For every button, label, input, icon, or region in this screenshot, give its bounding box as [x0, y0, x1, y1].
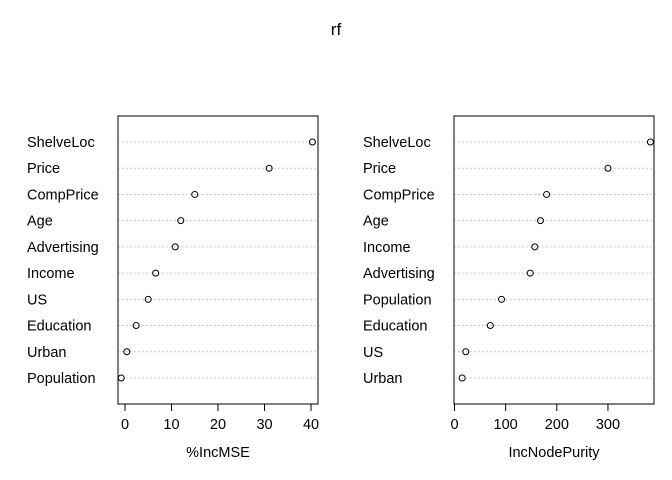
data-point — [265, 164, 273, 172]
category-label: US — [27, 292, 47, 308]
category-label: Price — [27, 161, 60, 177]
x-axis-title: IncNodePurity — [508, 445, 600, 461]
category-label: Age — [27, 214, 53, 230]
category-label: Population — [27, 371, 96, 387]
x-tick-label: 300 — [596, 417, 620, 433]
plot-frame — [453, 115, 655, 405]
category-label: Advertising — [27, 240, 99, 256]
data-point — [543, 190, 551, 198]
category-label: Age — [363, 214, 389, 230]
data-point — [191, 190, 199, 198]
importance-panel-incmse: ShelveLoc Price CompPrice Age Advertising Inc… — [27, 115, 319, 461]
data-point — [152, 269, 160, 277]
category-label: Urban — [363, 371, 403, 387]
category-label: Urban — [27, 345, 67, 361]
category-label: Advertising — [363, 266, 435, 282]
x-tick-label: 100 — [494, 417, 518, 433]
data-point — [132, 322, 140, 330]
data-point — [646, 138, 654, 146]
category-label: US — [363, 345, 383, 361]
plot-frame — [117, 115, 319, 405]
data-point — [486, 322, 494, 330]
x-tick-label: 0 — [121, 417, 129, 433]
category-label: Education — [363, 319, 428, 335]
importance-panel-incnodepurity: ShelveLoc Price CompPrice Age Income Advertis… — [363, 115, 655, 461]
data-point — [498, 295, 506, 303]
data-point — [536, 217, 544, 225]
x-axis-title: %IncMSE — [186, 445, 250, 461]
data-point — [144, 295, 152, 303]
data-point — [604, 164, 612, 172]
category-label: ShelveLoc — [363, 135, 431, 151]
category-label: Income — [27, 266, 75, 282]
data-point — [171, 243, 179, 251]
figure-title: rf — [331, 20, 342, 39]
x-tick-label: 30 — [256, 417, 272, 433]
category-label: Price — [363, 161, 396, 177]
category-label: CompPrice — [363, 187, 435, 203]
data-point — [123, 348, 131, 356]
x-tick-label: 0 — [450, 417, 458, 433]
x-tick-label: 40 — [303, 417, 319, 433]
data-point — [458, 374, 466, 382]
data-point — [526, 269, 534, 277]
category-label: Population — [363, 292, 432, 308]
category-label: ShelveLoc — [27, 135, 95, 151]
x-tick-label: 20 — [210, 417, 226, 433]
x-tick-label: 200 — [545, 417, 569, 433]
data-point — [462, 348, 470, 356]
category-label: Education — [27, 319, 92, 335]
data-point — [177, 217, 185, 225]
data-point — [308, 138, 316, 146]
data-point — [531, 243, 539, 251]
x-tick-label: 10 — [163, 417, 179, 433]
category-label: Income — [363, 240, 411, 256]
category-label: CompPrice — [27, 187, 99, 203]
